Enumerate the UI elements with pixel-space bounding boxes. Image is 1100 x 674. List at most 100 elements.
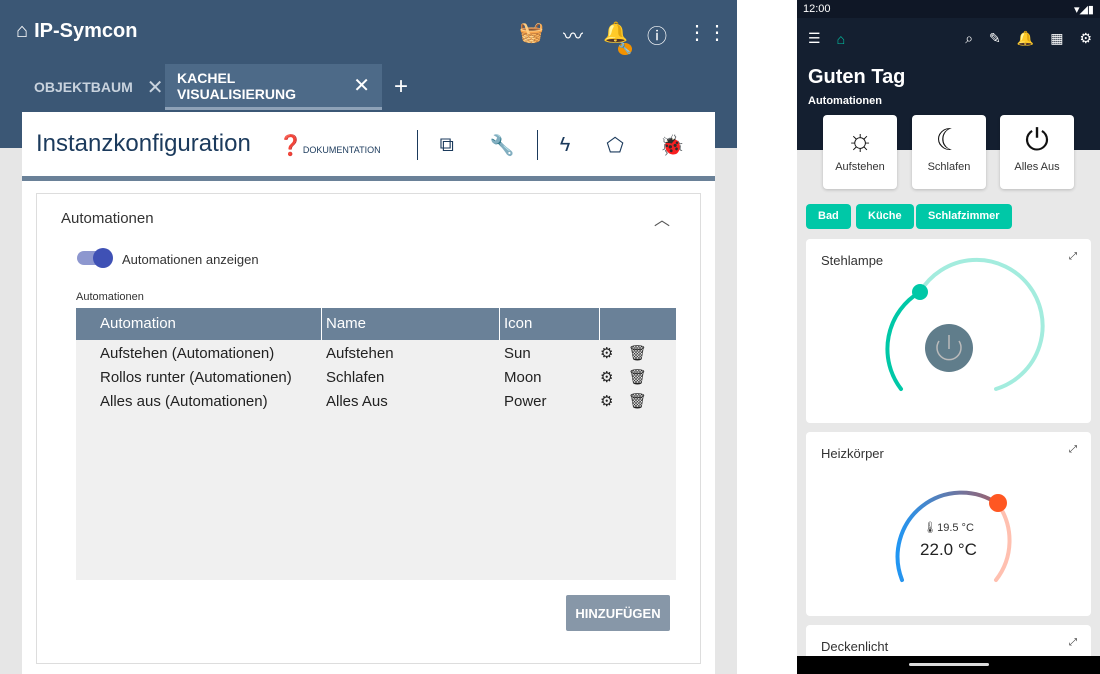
divider xyxy=(22,176,715,181)
copy-icon[interactable]: ⧉ xyxy=(439,133,454,156)
edit-icon[interactable]: ✎ xyxy=(989,30,1001,46)
automations-label: Automationen xyxy=(808,95,882,107)
bug-icon[interactable]: 🐞 xyxy=(659,134,685,157)
table-row[interactable]: Aufstehen (Automationen) Aufstehen Sun ⚙ 🗑 xyxy=(76,341,676,365)
gear-icon[interactable]: ⚙ xyxy=(600,345,614,362)
ip-symcon-console: ⌂ IP-Symcon 🧺 〰 🔔🔧 ⓘ ⋮⋮ OBJEKTBAUM ✕ KACHE… xyxy=(0,0,737,674)
column-header[interactable]: Automation xyxy=(76,308,322,340)
wrench-icon[interactable]: 🔧 xyxy=(489,134,515,157)
tab-objektbaum[interactable]: OBJEKTBAUM ✕ xyxy=(34,76,164,99)
gear-icon[interactable]: ⚙ xyxy=(1079,30,1092,46)
plus-icon: + xyxy=(394,73,409,100)
cell: Aufstehen (Automationen) xyxy=(100,344,275,362)
tile-label: Schlafen xyxy=(927,161,971,173)
qr-code-icon[interactable]: ▦ xyxy=(1050,30,1064,46)
dial-handle xyxy=(912,284,928,300)
greeting: Guten Tag xyxy=(808,66,906,88)
chart-icon[interactable]: 〰 xyxy=(563,26,583,48)
gear-icon[interactable]: ⚙ xyxy=(600,393,614,410)
automation-tile[interactable]: ☾ Schlafen xyxy=(912,115,986,189)
trash-icon[interactable]: 🗑 xyxy=(628,369,648,386)
table-row[interactable]: Rollos runter (Automationen) Schlafen Moon… xyxy=(76,365,676,389)
room-chip[interactable]: Bad xyxy=(806,204,851,229)
add-tab-button[interactable]: + xyxy=(382,64,420,110)
label-icon[interactable]: ⬠ xyxy=(606,134,624,157)
logo[interactable]: ⌂ IP-Symcon xyxy=(16,20,138,42)
documentation-link[interactable]: DOKUMENTATION xyxy=(302,145,381,155)
chevron-up-icon[interactable]: ︿ xyxy=(653,212,670,229)
dial-track xyxy=(994,502,1012,582)
help-icon[interactable]: ❓ xyxy=(278,134,303,157)
automations-table: Automation Name Icon Aufstehen (Automati… xyxy=(76,308,676,580)
flash-icon[interactable]: ϟ xyxy=(559,133,571,156)
tile-heizkoerper[interactable]: Heizkörper ⤢ 🌡19.5 °C 22.0 °C xyxy=(806,432,1091,616)
cell: Alles Aus xyxy=(326,392,388,410)
bell-icon[interactable]: 🔔 xyxy=(1016,30,1035,46)
target-temp: 22.0 °C xyxy=(920,540,977,559)
divider xyxy=(416,130,418,160)
show-automations-toggle[interactable] xyxy=(77,248,113,268)
tile-name: Heizkörper xyxy=(821,446,884,461)
thermostat-dial[interactable] xyxy=(806,432,1091,616)
table-header: Automation Name Icon xyxy=(76,308,676,340)
expand-icon[interactable]: ⤢ xyxy=(1069,637,1077,648)
moon-icon: ☾ xyxy=(935,124,963,157)
close-icon[interactable]: ✕ xyxy=(353,75,370,97)
tab-kachel-visualisierung[interactable]: KACHEL VISUALISIERUNG ✕ xyxy=(165,64,382,110)
table-caption: Automationen xyxy=(76,291,144,303)
instance-config-card: Instanzkonfiguration ❓ DOKUMENTATION ⧉ 🔧 … xyxy=(22,112,715,674)
info-icon[interactable]: ⓘ xyxy=(647,26,667,48)
brightness-dial[interactable] xyxy=(806,239,1091,423)
close-icon[interactable]: ✕ xyxy=(146,76,164,99)
expand-icon[interactable]: ⤢ xyxy=(1069,251,1077,262)
trash-icon[interactable]: 🗑 xyxy=(628,393,648,410)
automation-tile[interactable]: ⏻ Alles Aus xyxy=(1000,115,1074,189)
page-title: Instanzkonfiguration xyxy=(36,130,251,157)
system-nav-bar[interactable] xyxy=(797,656,1100,674)
menu-icon[interactable]: ☰ xyxy=(808,30,821,46)
power-icon: ⏻ xyxy=(1025,124,1049,157)
column-header xyxy=(628,308,676,340)
home-icon[interactable]: ⌂ xyxy=(836,30,846,47)
automation-tile[interactable]: ☼ Aufstehen xyxy=(823,115,897,189)
status-bar: 12:00 ▾◢▮ xyxy=(797,0,1100,18)
home-icon: ⌂ xyxy=(16,20,29,42)
dial-track xyxy=(918,257,1045,391)
tile-label: Aufstehen xyxy=(835,161,885,173)
table-row[interactable]: Alles aus (Automationen) Alles Aus Power ⚙ 🗑 xyxy=(76,389,676,413)
room-chip[interactable]: Küche xyxy=(856,204,914,229)
panel-title[interactable]: Automationen xyxy=(61,210,154,227)
signal-battery-icon: ▾◢▮ xyxy=(1073,4,1094,16)
sun-icon: ☼ xyxy=(846,124,874,157)
gear-icon[interactable]: ⚙ xyxy=(600,369,614,386)
column-header xyxy=(600,308,628,340)
dial-fill xyxy=(885,290,922,391)
toggle-label: Automationen anzeigen xyxy=(122,252,259,267)
cell: Rollos runter (Automationen) xyxy=(100,368,292,386)
trash-icon[interactable]: 🗑 xyxy=(628,345,648,362)
expand-icon[interactable]: ⤢ xyxy=(1069,444,1077,455)
phone-preview: 12:00 ▾◢▮ ☰ ⌂ ⌕ ✎ 🔔 ▦ ⚙ Guten Tag Automat… xyxy=(797,0,1100,674)
apps-icon[interactable]: ⋮⋮ xyxy=(687,22,727,44)
bell-icon[interactable]: 🔔🔧 xyxy=(603,22,632,55)
wrench-badge-icon: 🔧 xyxy=(618,43,632,55)
cell: Alles aus (Automationen) xyxy=(100,392,268,410)
cell: Aufstehen xyxy=(326,344,394,362)
cell: Power xyxy=(504,392,547,410)
dial-fill xyxy=(895,490,1000,582)
cell: Moon xyxy=(504,368,542,386)
tile-stehlampe[interactable]: Stehlampe ⤢ xyxy=(806,239,1091,423)
divider xyxy=(536,130,538,160)
current-temp: 19.5 °C xyxy=(937,522,974,534)
search-icon[interactable]: ⌕ xyxy=(965,30,974,46)
basket-icon[interactable]: 🧺 xyxy=(519,22,544,44)
tile-label: Alles Aus xyxy=(1014,161,1060,173)
room-chip[interactable]: Schlafzimmer xyxy=(916,204,1012,229)
cell: Sun xyxy=(504,344,531,362)
dial-handle xyxy=(989,494,1007,512)
add-button[interactable]: HINZUFÜGEN xyxy=(566,595,670,631)
automations-panel: Automationen ︿ Automationen anzeigen Aut… xyxy=(36,193,701,664)
cell: Schlafen xyxy=(326,368,385,386)
column-header[interactable]: Icon xyxy=(500,308,600,340)
column-header[interactable]: Name xyxy=(322,308,500,340)
